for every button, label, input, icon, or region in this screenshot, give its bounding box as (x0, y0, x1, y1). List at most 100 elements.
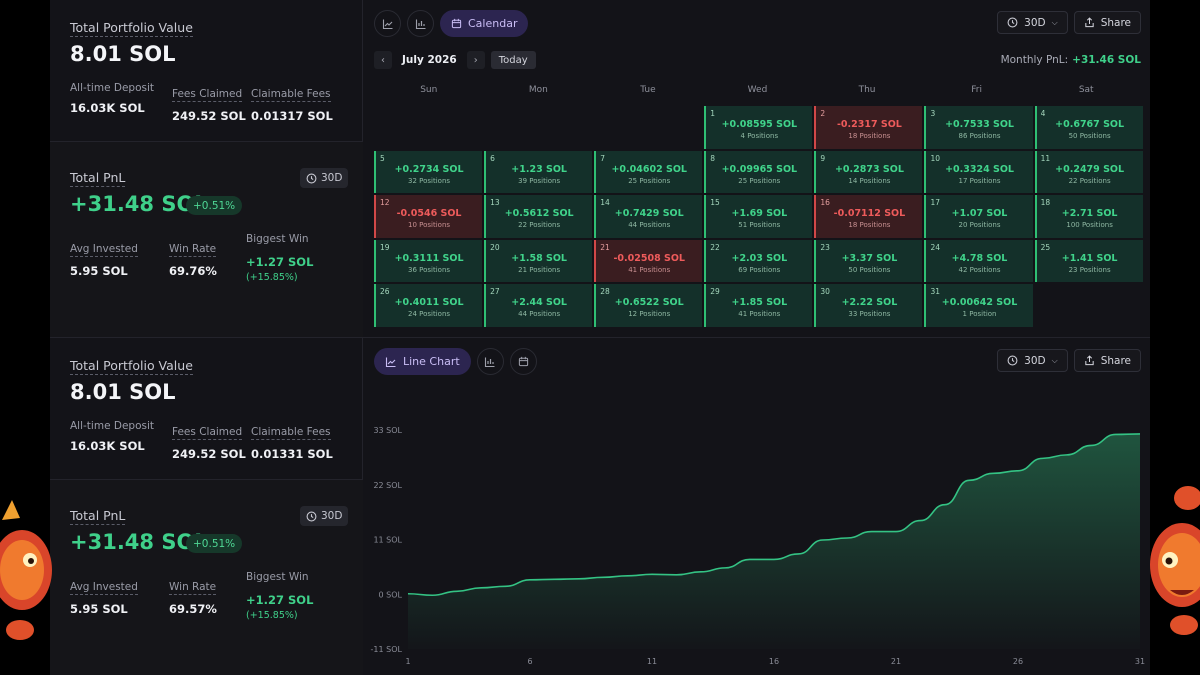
day-positions: 23 Positions (1068, 265, 1111, 274)
calendar-day-26[interactable]: 26 +0.4011 SOL 24 Positions (374, 284, 483, 327)
claimable-fees: Claimable Fees 0.01331 SOL (251, 420, 333, 461)
win-rate-value: 69.57% (169, 602, 217, 616)
day-pnl: +3.37 SOL (841, 252, 898, 264)
fees-claimed-label[interactable]: Fees Claimed (172, 426, 243, 440)
weekday-thu: Thu (858, 85, 876, 95)
today-button[interactable]: Today (490, 51, 536, 69)
calendar-day-23[interactable]: 23 +3.37 SOL 50 Positions (814, 239, 923, 282)
avg-invested-value: 5.95 SOL (70, 264, 128, 278)
day-number: 4 (1040, 109, 1046, 118)
calendar-day-27[interactable]: 27 +2.44 SOL 44 Positions (484, 284, 593, 327)
calendar-icon (451, 18, 462, 29)
calendar-day-13[interactable]: 13 +0.5612 SOL 22 Positions (484, 195, 593, 238)
biggest-win-amount: +1.27 SOL (246, 593, 314, 607)
weekday-wed: Wed (747, 85, 768, 95)
portfolio-title[interactable]: Total Portfolio Value (70, 358, 193, 375)
calendar-day-28[interactable]: 28 +0.6522 SOL 12 Positions (594, 284, 703, 327)
claimable-fees-label[interactable]: Claimable Fees (251, 426, 331, 440)
day-number: 26 (380, 287, 390, 296)
win-rate-label[interactable]: Win Rate (169, 581, 217, 595)
pnl-period-badge[interactable]: 30D (300, 168, 349, 188)
calendar-view-button[interactable] (509, 348, 537, 375)
day-positions: 39 Positions (518, 176, 561, 185)
claimable-fees: Claimable Fees 0.01317 SOL (251, 82, 333, 123)
period-select[interactable]: 30D ⌵ (997, 11, 1068, 34)
monthly-pnl-label: Monthly PnL: (1000, 54, 1069, 66)
chevron-down-icon: ⌵ (1051, 17, 1058, 27)
day-pnl: +2.44 SOL (511, 297, 567, 308)
calendar-day-12[interactable]: 12 -0.0546 SOL 10 Positions (374, 195, 483, 238)
calendar-day-20[interactable]: 20 +1.58 SOL 21 Positions (484, 239, 593, 282)
share-button[interactable]: Share (1073, 349, 1141, 372)
calendar-day-22[interactable]: 22 +2.03 SOL 69 Positions (704, 239, 813, 282)
day-pnl: +1.85 SOL (731, 297, 788, 308)
calendar-day-4[interactable]: 4 +0.6767 SOL 50 Positions (1034, 106, 1143, 149)
calendar-day-17[interactable]: 17 +1.07 SOL 20 Positions (924, 195, 1033, 238)
mascot-right-image (1150, 486, 1200, 635)
day-number: 27 (490, 287, 500, 296)
day-positions: 18 Positions (848, 132, 891, 140)
fees-claimed-value: 249.52 SOL (172, 447, 246, 461)
day-positions: 24 Positions (408, 310, 451, 318)
calendar-day-31[interactable]: 31 +0.00642 SOL 1 Position (924, 284, 1033, 327)
day-number: 9 (820, 153, 826, 163)
win-rate-label[interactable]: Win Rate (169, 243, 217, 257)
day-positions: 4 Positions (740, 132, 779, 140)
monthly-pnl-value: +31.46 SOL (1072, 54, 1141, 66)
weekday-header: Sun Mon Tue Wed Thu Fri Sat (374, 85, 1141, 95)
day-pnl: +1.23 SOL (511, 163, 567, 175)
prev-month-button[interactable]: ‹ (374, 51, 392, 69)
calendar-day-19[interactable]: 19 +0.3111 SOL 36 Positions (374, 239, 483, 282)
calendar-day-9[interactable]: 9 +0.2873 SOL 14 Positions (814, 150, 923, 193)
line-chart-view-button[interactable]: Line Chart (374, 348, 471, 375)
day-pnl: -0.2317 SOL (836, 119, 902, 130)
calendar-day-8[interactable]: 8 +0.09965 SOL 25 Positions (704, 150, 813, 193)
calendar-day-29[interactable]: 29 +1.85 SOL 41 Positions (704, 284, 813, 327)
share-label: Share (1100, 354, 1131, 367)
share-icon (1085, 355, 1094, 366)
calendar-day-7[interactable]: 7 +0.04602 SOL 25 Positions (594, 150, 703, 193)
day-pnl: +1.58 SOL (511, 252, 567, 264)
calendar-day-24[interactable]: 24 +4.78 SOL 42 Positions (924, 239, 1033, 282)
calendar-day-6[interactable]: 6 +1.23 SOL 39 Positions (484, 150, 593, 193)
calendar-day-3[interactable]: 3 +0.7533 SOL 86 Positions (924, 106, 1033, 149)
calendar-day-21[interactable]: 21 -0.02508 SOL 41 Positions (594, 239, 703, 282)
avg-invested-label[interactable]: Avg Invested (70, 581, 138, 595)
clock-icon (1007, 17, 1018, 28)
period-select[interactable]: 30D ⌵ (997, 349, 1068, 372)
calendar-day-5[interactable]: 5 +0.2734 SOL 32 Positions (374, 150, 483, 193)
share-button[interactable]: Share (1073, 11, 1141, 34)
day-pnl: +0.6767 SOL (1055, 119, 1125, 130)
day-positions: 20 Positions (958, 221, 1001, 229)
pnl-period-badge[interactable]: 30D (300, 506, 349, 526)
weekday-sat: Sat (1078, 85, 1094, 95)
calendar-day-30[interactable]: 30 +2.22 SOL 33 Positions (814, 284, 923, 327)
portfolio-title[interactable]: Total Portfolio Value (70, 20, 193, 37)
calendar-view-button[interactable]: Calendar (440, 10, 529, 37)
pnl-title[interactable]: Total PnL (70, 170, 126, 187)
calendar-day-16[interactable]: 16 -0.07112 SOL 18 Positions (814, 195, 923, 238)
next-month-button[interactable]: › (466, 51, 485, 69)
calendar-day-1[interactable]: 1 +0.08595 SOL 4 Positions (704, 106, 813, 149)
calendar-day-14[interactable]: 14 +0.7429 SOL 44 Positions (594, 195, 703, 238)
calendar-day-11[interactable]: 11 +0.2479 SOL 22 Positions (1034, 150, 1143, 193)
pnl-title[interactable]: Total PnL (70, 508, 126, 525)
pnl-value: +31.48 SOL (70, 530, 208, 554)
day-positions: 22 Positions (1068, 176, 1111, 185)
calendar-empty-cell (484, 106, 592, 149)
avg-invested-label[interactable]: Avg Invested (70, 243, 138, 257)
weekday-tue: Tue (640, 85, 656, 95)
line-chart-view-button[interactable] (374, 10, 401, 37)
fees-claimed-label[interactable]: Fees Claimed (172, 88, 243, 102)
bar-chart-view-button[interactable] (407, 10, 434, 37)
calendar-day-25[interactable]: 25 +1.41 SOL 23 Positions (1034, 239, 1143, 282)
day-number: 25 (1040, 242, 1051, 252)
calendar-day-15[interactable]: 15 +1.69 SOL 51 Positions (704, 195, 813, 238)
alltime-deposit-label: All-time Deposit (70, 420, 155, 432)
pnl-percent-badge: +0.51% (186, 196, 243, 215)
calendar-day-2[interactable]: 2 -0.2317 SOL 18 Positions (814, 106, 923, 149)
calendar-day-10[interactable]: 10 +0.3324 SOL 17 Positions (924, 150, 1033, 193)
calendar-day-18[interactable]: 18 +2.71 SOL 100 Positions (1034, 195, 1143, 238)
bar-chart-view-button[interactable] (476, 348, 504, 375)
claimable-fees-label[interactable]: Claimable Fees (251, 88, 331, 102)
